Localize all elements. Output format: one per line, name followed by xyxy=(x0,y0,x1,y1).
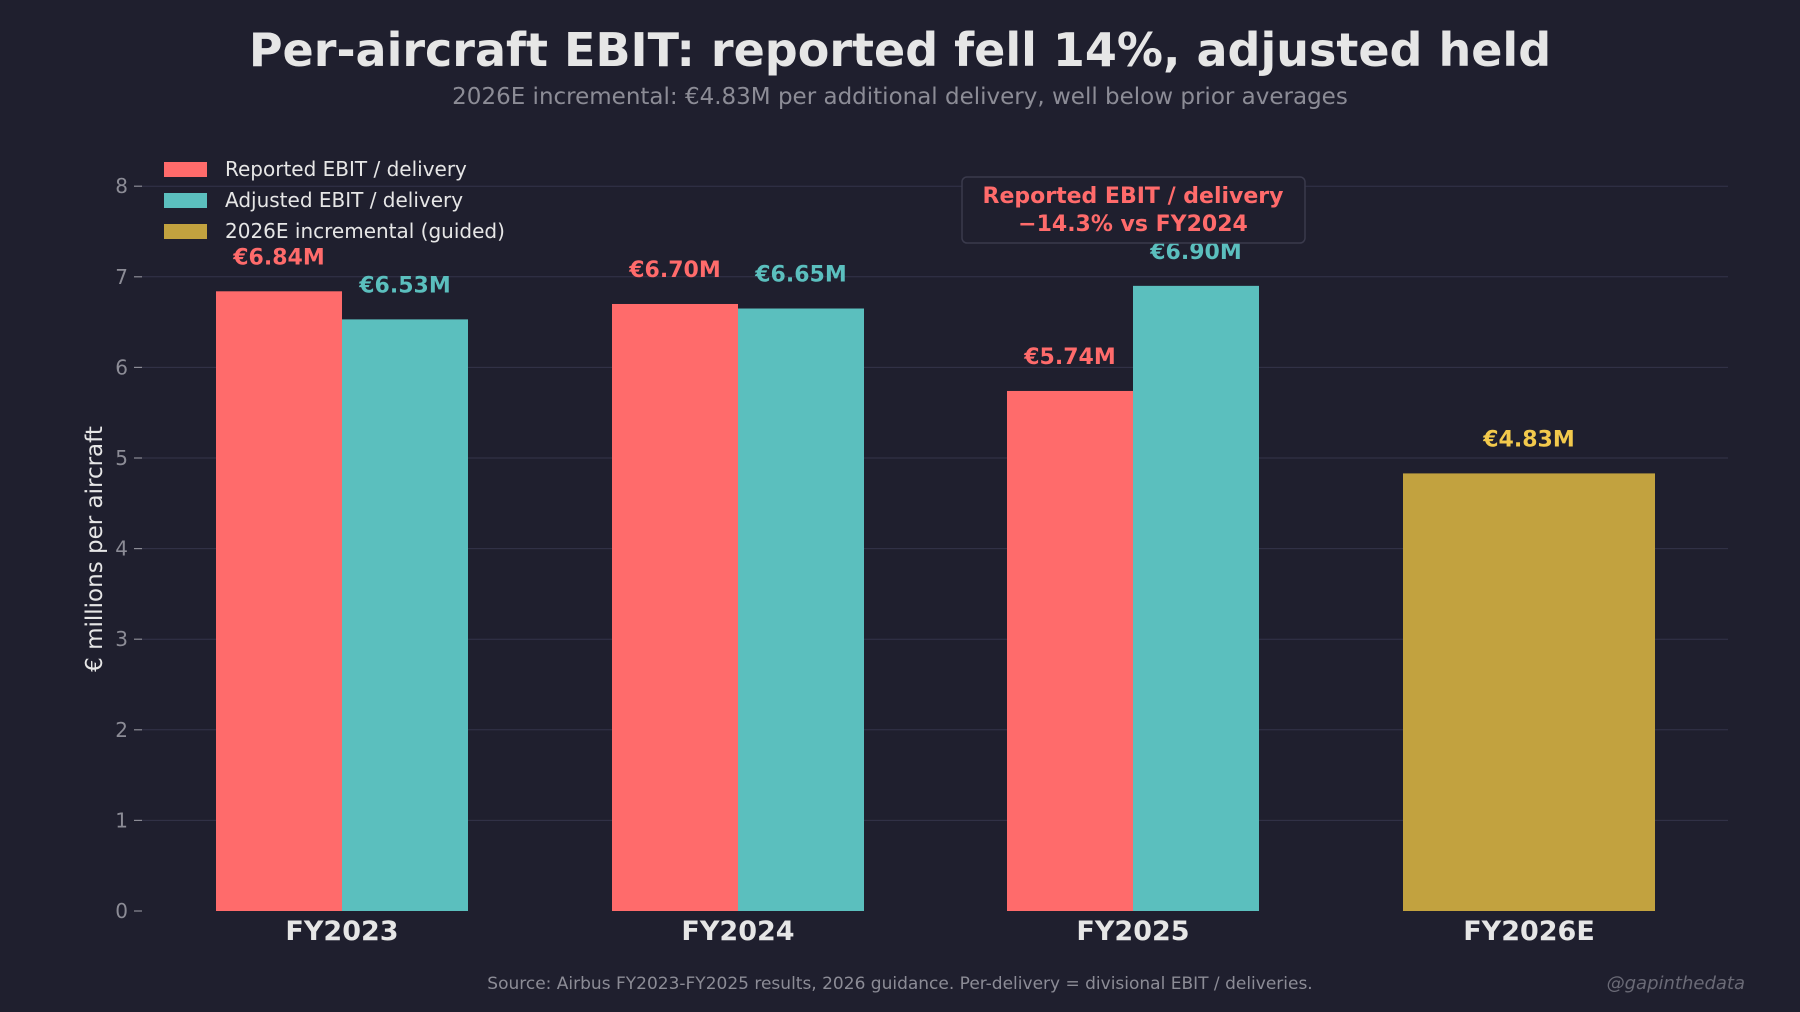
data-label: €6.65M xyxy=(754,263,846,288)
y-tick-label: 8 xyxy=(115,174,128,198)
bar xyxy=(1403,473,1655,911)
annotation-line2: −14.3% vs FY2024 xyxy=(1018,212,1248,237)
x-tick-label: FY2025 xyxy=(1076,916,1189,947)
annotation-line1: Reported EBIT / delivery xyxy=(983,184,1284,209)
y-tick-label: 3 xyxy=(115,627,128,651)
x-axis: FY2023 FY2024 FY2025 FY2026E xyxy=(285,916,1594,947)
annotation-box xyxy=(961,176,1306,244)
y-tick-label: 6 xyxy=(115,355,128,379)
y-tick-label: 5 xyxy=(115,446,128,470)
legend: Reported EBIT / delivery Adjusted EBIT / … xyxy=(164,157,505,243)
legend-label: 2026E incremental (guided) xyxy=(225,219,505,243)
chart-title: Per-aircraft EBIT: reported fell 14%, ad… xyxy=(249,23,1551,77)
bar xyxy=(612,303,738,912)
x-tick-label: FY2024 xyxy=(681,916,794,947)
x-tick-label: FY2026E xyxy=(1463,916,1595,947)
chart-subtitle: 2026E incremental: €4.83M per additional… xyxy=(452,84,1348,110)
y-tick-label: 2 xyxy=(115,718,128,742)
y-tick-label: 7 xyxy=(115,265,128,289)
data-label: €5.74M xyxy=(1023,345,1115,370)
data-label: €6.90M xyxy=(1149,240,1241,265)
data-label: €6.84M xyxy=(232,245,324,270)
legend-label: Reported EBIT / delivery xyxy=(225,157,467,181)
bar xyxy=(216,291,342,911)
bar xyxy=(738,308,864,911)
legend-swatch xyxy=(164,224,207,239)
data-label: €6.53M xyxy=(358,273,450,298)
y-tick-label: 4 xyxy=(115,537,128,561)
legend-swatch xyxy=(164,162,207,177)
y-tick-label: 0 xyxy=(115,899,128,923)
data-label: €4.83M xyxy=(1482,427,1574,452)
bar xyxy=(1007,390,1133,911)
bar xyxy=(1133,285,1259,911)
bar xyxy=(342,319,468,912)
legend-swatch xyxy=(164,193,207,208)
y-axis: 0 1 2 3 4 5 6 7 8 xyxy=(115,174,142,923)
legend-label: Adjusted EBIT / delivery xyxy=(225,188,463,212)
data-label: €6.70M xyxy=(628,258,720,283)
y-tick-label: 1 xyxy=(115,808,128,832)
bars: €6.84M €6.53M €6.70M €6.65M €5.74M €6.90M €4.8… xyxy=(216,240,1655,912)
source-note: Source: Airbus FY2023-FY2025 results, 20… xyxy=(487,974,1312,994)
annotation: Reported EBIT / delivery −14.3% vs FY202… xyxy=(961,176,1306,244)
watermark: @gapinthedata xyxy=(1607,973,1745,994)
y-axis-label: € millions per aircraft xyxy=(82,426,108,672)
x-tick-label: FY2023 xyxy=(285,916,398,947)
